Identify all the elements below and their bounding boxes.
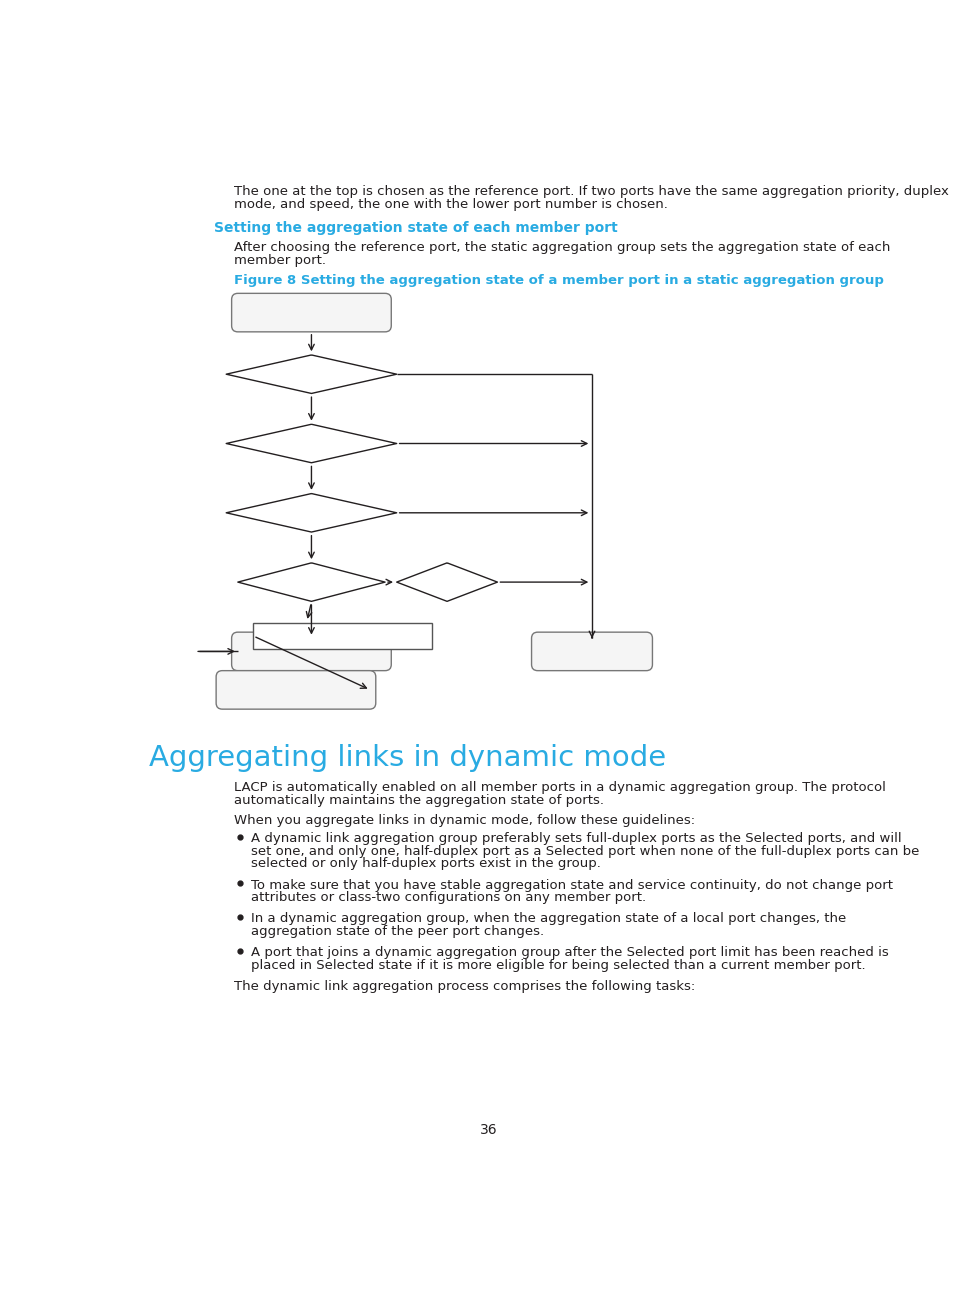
Text: placed in Selected state if it is more eligible for being selected than a curren: placed in Selected state if it is more e… [251, 959, 864, 972]
FancyBboxPatch shape [232, 293, 391, 332]
Text: aggregation state of the peer port changes.: aggregation state of the peer port chang… [251, 925, 543, 938]
Text: In a dynamic aggregation group, when the aggregation state of a local port chang: In a dynamic aggregation group, when the… [251, 912, 845, 925]
Text: Aggregating links in dynamic mode: Aggregating links in dynamic mode [149, 744, 665, 772]
Text: The one at the top is chosen as the reference port. If two ports have the same a: The one at the top is chosen as the refe… [233, 185, 948, 198]
Text: mode, and speed, the one with the lower port number is chosen.: mode, and speed, the one with the lower … [233, 198, 667, 211]
FancyBboxPatch shape [531, 632, 652, 670]
Text: attributes or class-two configurations on any member port.: attributes or class-two configurations o… [251, 890, 645, 903]
FancyBboxPatch shape [216, 670, 375, 709]
Text: A port that joins a dynamic aggregation group after the Selected port limit has : A port that joins a dynamic aggregation … [251, 946, 888, 959]
Text: LACP is automatically enabled on all member ports in a dynamic aggregation group: LACP is automatically enabled on all mem… [233, 780, 885, 793]
Text: The dynamic link aggregation process comprises the following tasks:: The dynamic link aggregation process com… [233, 980, 695, 993]
Text: After choosing the reference port, the static aggregation group sets the aggrega: After choosing the reference port, the s… [233, 241, 889, 254]
Text: When you aggregate links in dynamic mode, follow these guidelines:: When you aggregate links in dynamic mode… [233, 814, 695, 827]
Bar [253, 622, 431, 649]
Text: set one, and only one, half-duplex port as a Selected port when none of the full: set one, and only one, half-duplex port … [251, 845, 919, 858]
Text: Figure 8 Setting the aggregation state of a member port in a static aggregation : Figure 8 Setting the aggregation state o… [233, 273, 882, 288]
Text: To make sure that you have stable aggregation state and service continuity, do n: To make sure that you have stable aggreg… [251, 879, 892, 892]
Text: Setting the aggregation state of each member port: Setting the aggregation state of each me… [213, 222, 617, 235]
Text: selected or only half-duplex ports exist in the group.: selected or only half-duplex ports exist… [251, 857, 600, 870]
Text: A dynamic link aggregation group preferably sets full-duplex ports as the Select: A dynamic link aggregation group prefera… [251, 832, 901, 845]
Text: 36: 36 [479, 1122, 497, 1137]
Text: automatically maintains the aggregation state of ports.: automatically maintains the aggregation … [233, 794, 603, 807]
Text: member port.: member port. [233, 254, 326, 267]
FancyBboxPatch shape [232, 632, 391, 670]
